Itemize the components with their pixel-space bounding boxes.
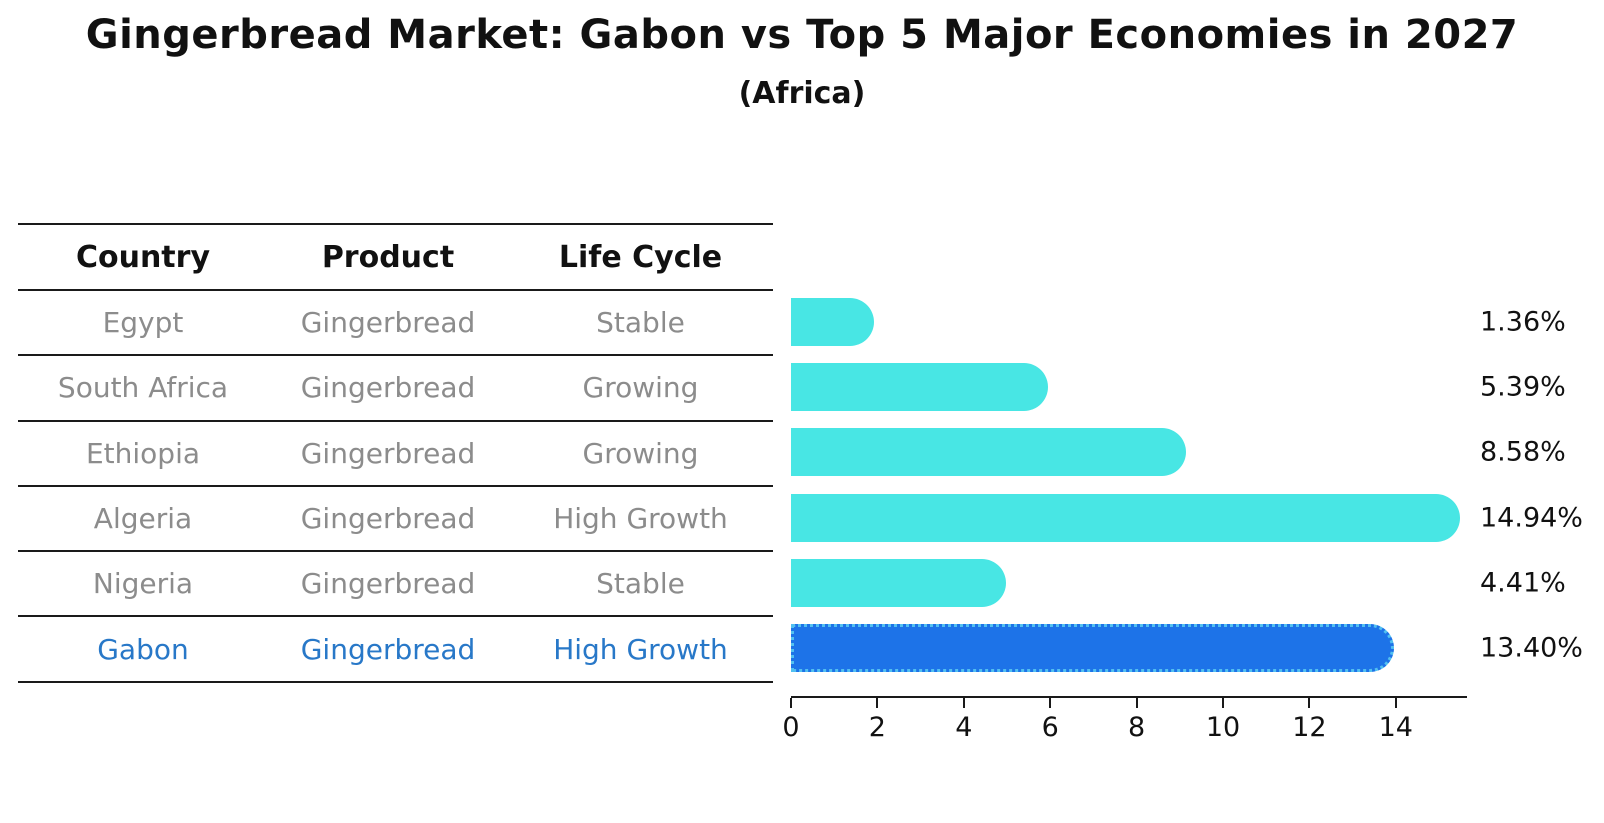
- x-axis-tick: [1135, 698, 1138, 708]
- table-row: Ethiopia Gingerbread Growing: [18, 422, 773, 487]
- table-cell-product: Gingerbread: [300, 567, 476, 601]
- bar: [791, 558, 1006, 607]
- table-cell-product: Gingerbread: [300, 306, 476, 340]
- bar: [791, 428, 1186, 477]
- table-row: South Africa Gingerbread Growing: [18, 356, 773, 422]
- chart-subtitle: (Africa): [738, 76, 866, 111]
- table-cell-country: Algeria: [93, 502, 193, 536]
- table-cell-country: Egypt: [102, 306, 184, 340]
- bar-gabon-highlight: [791, 624, 1394, 673]
- bar: [791, 493, 1461, 542]
- table-row-gabon-highlight: Gabon Gingerbread High Growth: [18, 617, 773, 683]
- bar: [791, 362, 1048, 411]
- x-axis-line: [791, 696, 1467, 698]
- x-axis-tick-label: 10: [1205, 712, 1241, 743]
- table-cell-product: Gingerbread: [300, 632, 476, 666]
- table-cell-life-cycle: Growing: [582, 371, 699, 405]
- chart-title: Gingerbread Market: Gabon vs Top 5 Major…: [85, 12, 1519, 58]
- x-axis-tick: [1222, 698, 1224, 708]
- table-cell-life-cycle: High Growth: [553, 632, 728, 666]
- table-row: Egypt Gingerbread Stable: [18, 291, 773, 357]
- column-header-country: Country: [75, 239, 211, 275]
- table-cell-life-cycle: Stable: [596, 306, 685, 340]
- table-cell-life-cycle: Stable: [596, 567, 685, 601]
- table-cell-country: South Africa: [57, 371, 229, 405]
- x-axis-tick-label: 4: [955, 712, 973, 743]
- bar-value-label: 1.36%: [1480, 306, 1566, 338]
- column-header-life-cycle: Life Cycle: [558, 239, 723, 275]
- bar-value-label: 8.58%: [1480, 436, 1566, 468]
- bar: [791, 297, 874, 346]
- x-axis-tick: [1308, 698, 1311, 708]
- table-cell-product: Gingerbread: [300, 436, 476, 470]
- x-axis-tick-label: 8: [1128, 712, 1146, 743]
- table-cell-product: Gingerbread: [300, 502, 476, 536]
- table-cell-life-cycle: Growing: [582, 436, 699, 470]
- x-axis-tick: [790, 698, 792, 708]
- bar-value-label: 5.39%: [1480, 371, 1566, 403]
- x-axis-tick-label: 6: [1041, 712, 1059, 743]
- x-axis-tick: [876, 698, 879, 708]
- table-cell-product: Gingerbread: [300, 371, 476, 405]
- bar-value-label: 13.40%: [1480, 632, 1583, 664]
- country-table: Country Product Life Cycle Egypt Gingerb…: [18, 223, 773, 683]
- bar-value-label: 14.94%: [1480, 502, 1583, 534]
- x-axis-tick-label: 14: [1378, 712, 1413, 743]
- table-cell-life-cycle: High Growth: [553, 502, 728, 536]
- table-cell-country: Ethiopia: [85, 436, 201, 470]
- table-header-row: Country Product Life Cycle: [18, 225, 773, 291]
- x-axis-tick: [962, 698, 965, 708]
- x-axis-tick-label: 12: [1292, 712, 1327, 743]
- column-header-product: Product: [321, 239, 455, 275]
- table-cell-country: Gabon: [97, 632, 189, 666]
- x-axis-tick: [1394, 698, 1397, 708]
- table-cell-country: Nigeria: [92, 567, 194, 601]
- table-row: Algeria Gingerbread High Growth: [18, 487, 773, 553]
- bar-value-label: 4.41%: [1480, 567, 1566, 599]
- x-axis-tick-label: 0: [782, 712, 800, 743]
- x-axis-tick: [1049, 698, 1052, 708]
- x-axis-tick-label: 2: [868, 712, 886, 743]
- table-row: Nigeria Gingerbread Stable: [18, 552, 773, 618]
